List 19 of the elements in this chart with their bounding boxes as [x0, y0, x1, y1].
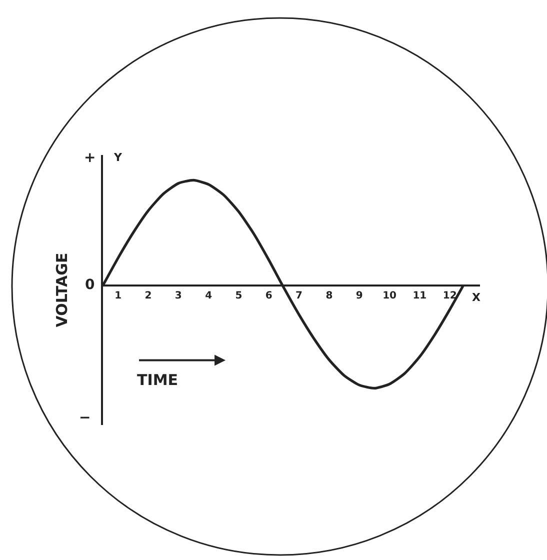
- text: −: [79, 410, 91, 426]
- x-tick-label: 11: [412, 290, 427, 302]
- x-tick-label: 7: [296, 290, 303, 302]
- x-tick-label: 1: [114, 290, 122, 302]
- x-tick-label: 6: [265, 290, 272, 302]
- x-tick-label: 2: [144, 290, 152, 302]
- x-tick-label: 8: [326, 290, 333, 302]
- x-tick-label: 9: [356, 290, 363, 302]
- x-tick-label: 5: [235, 290, 242, 302]
- annotation: X: [472, 291, 481, 304]
- x-tick-label: 4: [205, 290, 212, 302]
- x-axis-title: TIME: [137, 371, 178, 389]
- y-axis-title: VOLTAGE: [52, 252, 71, 328]
- text: Y: [113, 151, 123, 164]
- text: 0: [85, 277, 95, 293]
- text: +: [84, 150, 96, 166]
- x-tick-label: 10: [382, 290, 397, 302]
- x-tick-label: 3: [174, 290, 182, 302]
- x-tick-label: 12: [442, 290, 457, 302]
